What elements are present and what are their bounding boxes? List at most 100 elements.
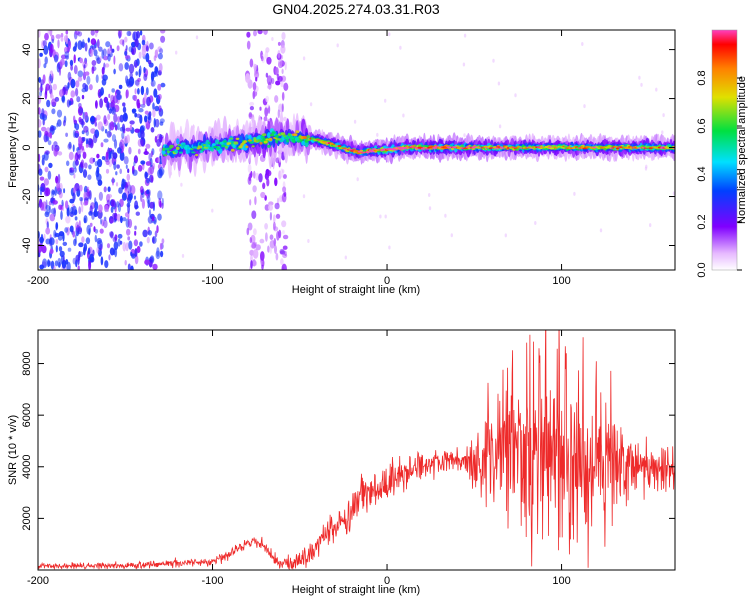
spectrogram-cell — [51, 73, 54, 81]
spectrogram-cell — [105, 151, 109, 161]
spectrogram-cell — [267, 144, 271, 148]
spectrogram-cell — [307, 239, 310, 243]
spectrogram-cell — [57, 173, 61, 184]
colorbar-tick-label: 0.0 — [696, 262, 708, 277]
spectrogram-cell — [67, 143, 72, 150]
spectrogram-cell — [126, 78, 130, 87]
spectrogram-cell — [275, 67, 279, 76]
spectrogram-cell — [106, 149, 109, 157]
spectrogram-cell — [108, 93, 111, 98]
spectrogram-cell — [278, 59, 283, 68]
spectrogram-cell — [85, 143, 89, 148]
spectrogram-cell — [127, 184, 132, 194]
spectrogram-cell — [55, 239, 59, 245]
spectrogram-cell — [90, 256, 95, 263]
spectrogram-cell — [376, 132, 379, 137]
spectrogram-cell — [266, 56, 272, 65]
spectrogram-cell — [124, 54, 131, 60]
spectrogram-cell — [462, 62, 466, 67]
spectrogram-cell — [296, 140, 301, 143]
spectrogram-cell — [253, 170, 256, 179]
spectrogram-cell — [72, 144, 75, 152]
spectrogram-cell — [96, 114, 101, 121]
spectrogram-cell — [276, 73, 280, 81]
spectrogram-cell — [266, 170, 272, 177]
spectrogram-cell — [275, 80, 281, 86]
spectrogram-y-tick-label: 40 — [21, 43, 33, 55]
spectrogram-cell — [270, 77, 275, 85]
spectrogram-cell — [262, 133, 267, 137]
spectrogram-cell — [67, 82, 70, 89]
spectrogram-cell — [83, 217, 87, 224]
spectrogram-cell — [74, 167, 77, 173]
spectrogram-cell — [118, 187, 123, 194]
spectrogram-cell — [94, 161, 98, 167]
spectrogram-cell — [121, 192, 127, 201]
spectrogram-y-tick-label: -40 — [21, 238, 33, 254]
spectrogram-cell — [147, 167, 153, 176]
spectrogram-cell — [111, 134, 117, 142]
spectrogram-cell — [249, 199, 252, 206]
spectrogram-cell — [119, 240, 123, 245]
spectrogram-cell — [148, 60, 152, 65]
spectrogram-cell — [53, 207, 56, 217]
spectrogram-cell — [126, 30, 132, 37]
spectrogram-cell — [233, 141, 239, 145]
spectrogram-cell — [106, 130, 112, 138]
spectrogram-cell — [145, 161, 152, 166]
spectrogram-cell — [143, 66, 146, 74]
spectrogram-cell — [137, 77, 141, 82]
spectrogram-cell — [281, 103, 284, 113]
spectrogram-cell — [87, 37, 91, 43]
spectrogram-cell — [125, 242, 129, 252]
spectrogram-cell — [249, 141, 255, 144]
spectrogram-cell — [117, 30, 123, 38]
spectrogram-cell — [43, 45, 49, 55]
spectrogram-cell — [145, 45, 149, 52]
spectrogram-cell — [61, 95, 65, 102]
spectrogram-cell — [43, 63, 47, 69]
spectrogram-cell — [118, 63, 124, 72]
spectrogram-cell — [53, 148, 58, 157]
spectrogram-cell — [175, 146, 180, 150]
spectrogram-cell — [249, 101, 255, 106]
spectrogram-cell — [40, 83, 43, 93]
spectrogram-cell — [379, 214, 382, 219]
spectrogram-cell — [72, 129, 77, 138]
spectrogram-cell — [133, 59, 138, 68]
spectrogram-cell — [281, 263, 287, 270]
spectrogram-cell — [336, 43, 339, 48]
spectrogram-cell — [98, 91, 103, 97]
spectrogram-cell — [133, 239, 139, 247]
spectrogram-cell — [44, 150, 50, 155]
spectrogram-cell — [112, 176, 114, 186]
spectrogram-cell — [267, 132, 271, 139]
spectrogram-cell — [655, 87, 658, 92]
spectrogram-cell — [163, 154, 168, 157]
spectrogram-cell — [82, 137, 86, 142]
spectrogram-cell — [78, 206, 82, 215]
spectrogram-cell — [86, 186, 90, 191]
spectrogram-cell — [156, 138, 161, 147]
spectrogram-cell — [113, 139, 118, 149]
spectrogram-cell — [563, 145, 568, 148]
spectrogram-y-tick-label: -20 — [21, 189, 33, 205]
spectrogram-cell — [39, 90, 43, 97]
spectrogram-cell — [487, 146, 491, 148]
spectrogram-cell — [157, 156, 161, 164]
snr-panel: -200 -100 0 100 2000 4000 6000 8000 Height of s… — [7, 329, 676, 596]
spectrogram-cell — [84, 42, 88, 52]
spectrogram-cell — [109, 150, 113, 159]
spectrogram-cell — [89, 138, 94, 149]
spectrogram-cell — [43, 178, 50, 186]
spectrogram-cell — [229, 137, 234, 140]
spectrogram-cell — [51, 34, 55, 42]
spectrogram-cell — [99, 56, 102, 62]
spectrogram-cell — [38, 87, 44, 92]
spectrogram-cell — [116, 213, 121, 222]
spectrogram-cell — [158, 166, 165, 176]
spectrogram-cell — [84, 57, 88, 65]
colorbar-tick-label: 0.4 — [696, 166, 708, 181]
spectrogram-cell — [157, 83, 162, 91]
spectrogram-cell — [60, 54, 67, 60]
